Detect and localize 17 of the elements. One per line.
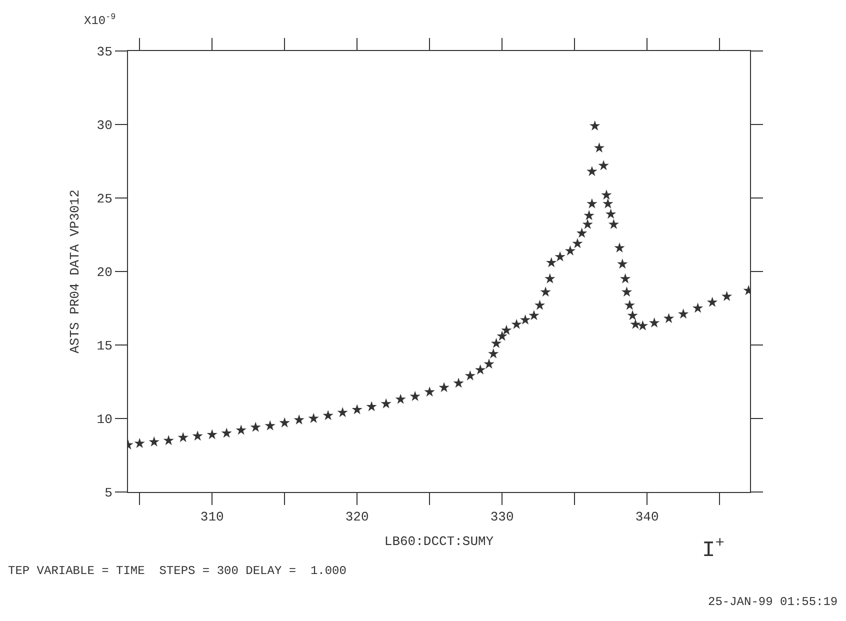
y-axis-title: ASTS PR04 DATA VP3012 [68, 190, 83, 354]
y-tick-label: 25 [96, 192, 112, 207]
y-tick-label: 30 [96, 118, 112, 134]
y-tick-label: 20 [96, 265, 112, 280]
x-tick-label: 310 [200, 510, 224, 525]
y-tick-label: 10 [96, 412, 112, 428]
y-tick-label: 35 [96, 44, 112, 60]
text: X10$^{-9}$ [84, 12, 116, 28]
y-tick-label: 5 [104, 486, 112, 501]
text: I$^{+}$ [702, 534, 724, 564]
x-tick-label: 320 [345, 510, 369, 525]
text: 25-JAN-99 01:55:19 [708, 595, 838, 609]
text: TEP VARIABLE = TIME STEPS = 300 DELAY = 1.000 [8, 564, 346, 578]
x-axis-title: LB60:DCCT:SUMY [384, 534, 494, 550]
x-tick-label: 340 [635, 510, 659, 525]
x-tick-label: 330 [490, 510, 514, 525]
y-tick-label: 15 [96, 338, 112, 354]
